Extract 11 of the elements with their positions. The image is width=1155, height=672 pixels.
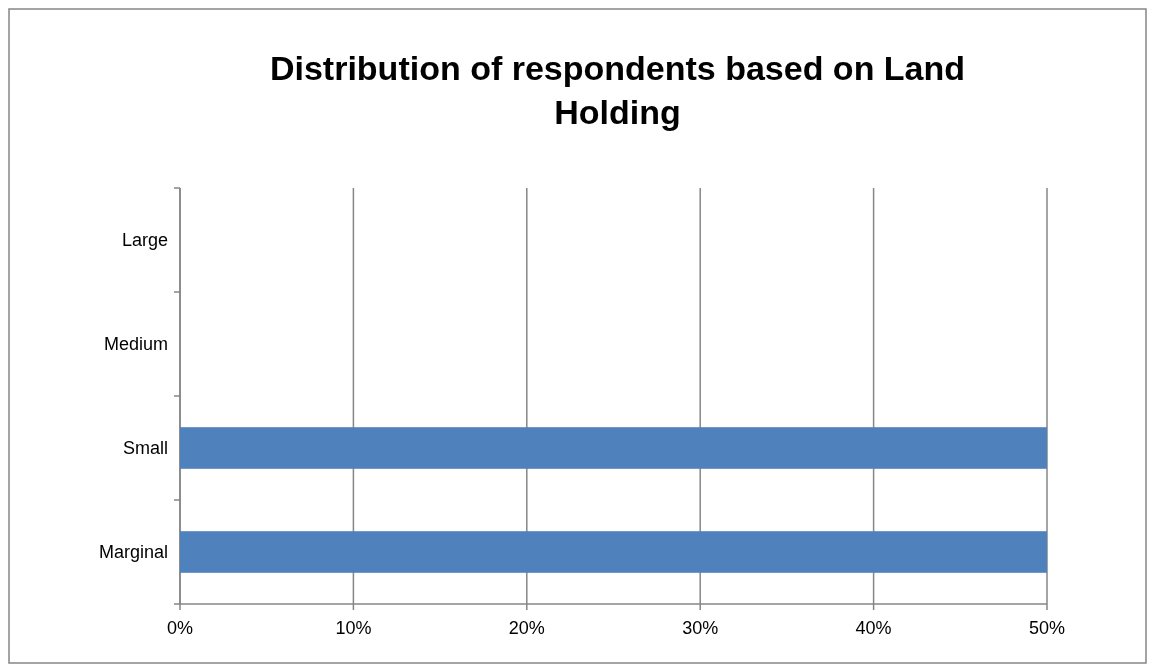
x-tick-label: 20% xyxy=(508,618,545,638)
x-tick-label: 50% xyxy=(1028,618,1066,638)
x-tick-label: 40% xyxy=(855,618,892,638)
y-tick-label: Small xyxy=(122,438,168,459)
y-tick-label: Marginal xyxy=(98,542,168,563)
x-tick-label: 0% xyxy=(166,618,194,638)
x-tick-label: 10% xyxy=(335,618,372,638)
x-tick-label: 30% xyxy=(682,618,719,638)
y-tick-label: Medium xyxy=(103,334,168,355)
chart-title: Distribution of respondents based on Land Holding xyxy=(269,49,966,131)
y-tick-label: Large xyxy=(121,230,168,251)
